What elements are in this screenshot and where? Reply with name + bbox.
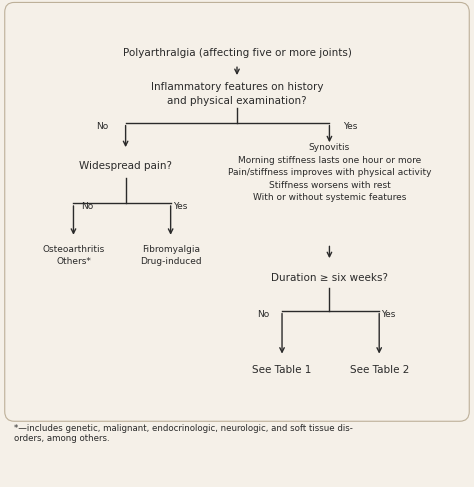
Text: Yes: Yes xyxy=(344,122,358,131)
Text: See Table 2: See Table 2 xyxy=(349,365,409,375)
Text: See Table 1: See Table 1 xyxy=(252,365,312,375)
Text: Duration ≥ six weeks?: Duration ≥ six weeks? xyxy=(271,273,388,282)
Text: No: No xyxy=(82,202,94,211)
Text: *—includes genetic, malignant, endocrinologic, neurologic, and soft tissue dis-
: *—includes genetic, malignant, endocrino… xyxy=(14,424,353,443)
Text: No: No xyxy=(257,310,269,318)
Text: Yes: Yes xyxy=(382,310,396,318)
Text: Yes: Yes xyxy=(173,202,187,211)
Text: No: No xyxy=(96,122,108,131)
Text: Inflammatory features on history
and physical examination?: Inflammatory features on history and phy… xyxy=(151,81,323,106)
Text: Polyarthralgia (affecting five or more joints): Polyarthralgia (affecting five or more j… xyxy=(123,48,351,57)
Text: Synovitis
Morning stiffness lasts one hour or more
Pain/stiffness improves with : Synovitis Morning stiffness lasts one ho… xyxy=(228,143,431,203)
Text: Fibromyalgia
Drug-induced: Fibromyalgia Drug-induced xyxy=(140,245,201,266)
Text: Widespread pain?: Widespread pain? xyxy=(79,161,172,170)
Text: Osteoarthritis
Others*: Osteoarthritis Others* xyxy=(42,245,105,266)
